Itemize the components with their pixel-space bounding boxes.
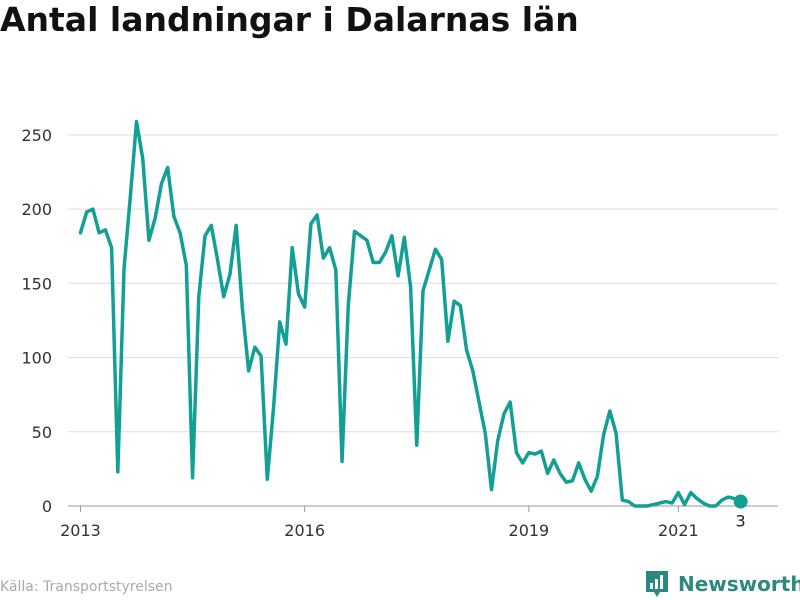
source-note: Källa: Transportstyrelsen <box>0 579 173 595</box>
brand[interactable]: Newsworthy <box>644 569 800 599</box>
y-axis: 0 50 100 150 200 250 <box>21 126 52 516</box>
x-tick-label: 2021 <box>658 521 699 540</box>
y-tick-label: 50 <box>32 423 52 442</box>
series-layer <box>78 119 743 508</box>
y-tick-label: 150 <box>21 274 52 293</box>
y-tick-label: 250 <box>21 126 52 145</box>
brand-name: Newsworthy <box>678 572 800 596</box>
x-tick-label: 2016 <box>284 521 325 540</box>
series-line <box>78 119 743 508</box>
x-axis: 2013 2016 2019 2021 <box>60 506 699 540</box>
marker-layer: 3 <box>733 494 748 531</box>
x-tick-label: 2019 <box>509 521 550 540</box>
y-tick-label: 100 <box>21 349 52 368</box>
y-tick-label: 0 <box>42 497 52 516</box>
last-point-marker <box>733 494 748 509</box>
newsworthy-logo-icon <box>646 571 668 597</box>
chart-title: Antal landningar i Dalarnas län <box>0 0 579 39</box>
x-tick-label: 2013 <box>60 521 101 540</box>
y-tick-label: 200 <box>21 200 52 219</box>
line-chart: 0 50 100 150 200 250 2013 2016 2019 2021 3 <box>21 119 778 540</box>
last-point-label: 3 <box>736 512 746 531</box>
